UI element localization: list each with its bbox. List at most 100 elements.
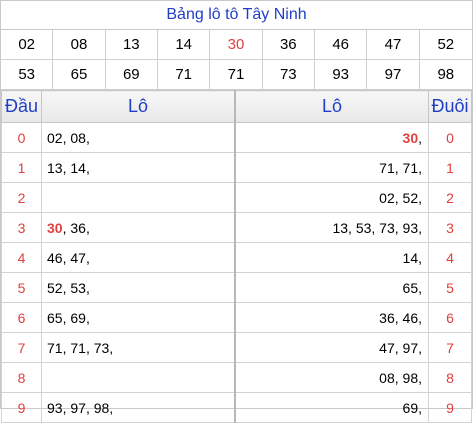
dau-cell: 5 — [1, 272, 42, 303]
title-bar: Bảng lô tô Tây Ninh — [1, 1, 472, 30]
lo-number: 65 — [47, 309, 63, 326]
duoi-cell: 9 — [428, 392, 472, 423]
lo-number: 46 — [402, 309, 419, 326]
duoi-cell: 3 — [428, 212, 472, 243]
result-number: 02 — [1, 30, 54, 60]
lo-left-cell: 93, 97, 98, — [41, 392, 236, 423]
result-number: 71 — [157, 60, 211, 90]
lo-left-cell: 65, 69, — [41, 302, 236, 333]
lo-number: 93 — [402, 219, 419, 236]
dau-cell: 9 — [1, 392, 42, 423]
lo-number: 30 — [47, 219, 63, 236]
lo-number: 97 — [70, 399, 86, 416]
lo-number: 71 — [47, 339, 63, 356]
table-row: 2 02, 52, 2 — [1, 182, 472, 213]
lo-number: 36 — [70, 219, 86, 236]
result-number: 97 — [367, 60, 420, 90]
dau-cell: 4 — [1, 242, 42, 273]
duoi-cell: 8 — [428, 362, 472, 393]
duoi-cell: 6 — [428, 302, 472, 333]
lo-number: 71 — [379, 159, 395, 176]
table-body: 0 02, 08, 30, 0 1 13, 14, 71, 71, 1 2 02, 52,… — [1, 122, 472, 423]
lo-number: 73 — [379, 219, 395, 236]
lo-number: 69 — [70, 309, 86, 326]
lo-left-cell: 02, 08, — [41, 122, 236, 153]
result-number: 53 — [1, 60, 54, 90]
result-number: 93 — [314, 60, 368, 90]
duoi-cell: 5 — [428, 272, 472, 303]
lo-left-cell: 30, 36, — [41, 212, 236, 243]
lo-number: 36 — [379, 309, 395, 326]
results-number-grid: 02 08 13 14 30 36 46 47 52 53 65 69 71 71 73 93 97 98 — [1, 30, 472, 90]
lo-number: 14 — [70, 159, 86, 176]
table-row: 7 71, 71, 73, 47, 97, 7 — [1, 332, 472, 363]
lo-right-cell: 13, 53, 73, 93, — [234, 212, 429, 243]
result-number: 30 — [210, 30, 263, 60]
dau-cell: 2 — [1, 182, 42, 213]
lo-number: 53 — [70, 279, 86, 296]
header-duoi: Đuôi — [428, 90, 472, 123]
table-row: 0 02, 08, 30, 0 — [1, 122, 472, 153]
lo-right-cell: 65, — [234, 272, 429, 303]
result-number: 73 — [262, 60, 315, 90]
lo-right-cell: 36, 46, — [234, 302, 429, 333]
lo-number: 52 — [402, 189, 419, 206]
lo-number: 97 — [402, 339, 419, 356]
lo-right-cell: 08, 98, — [234, 362, 429, 393]
table-row: 1 13, 14, 71, 71, 1 — [1, 152, 472, 183]
lo-number: 47 — [379, 339, 395, 356]
header-dau: Đầu — [1, 90, 42, 123]
result-number: 13 — [105, 30, 158, 60]
lo-left-cell: 13, 14, — [41, 152, 236, 183]
lo-number: 47 — [70, 249, 86, 266]
duoi-cell: 7 — [428, 332, 472, 363]
lo-number: 02 — [379, 189, 395, 206]
lo-right-cell: 02, 52, — [234, 182, 429, 213]
table-row: 3 30, 36, 13, 53, 73, 93, 3 — [1, 212, 472, 243]
dau-cell: 7 — [1, 332, 42, 363]
duoi-cell: 2 — [428, 182, 472, 213]
lo-right-cell: 47, 97, — [234, 332, 429, 363]
loto-table: Đầu Lô Lô Đuôi 0 02, 08, 30, 0 1 13, 14, 71… — [1, 90, 472, 423]
lo-number: 93 — [47, 399, 63, 416]
table-row: 5 52, 53, 65, 5 — [1, 272, 472, 303]
table-header-row: Đầu Lô Lô Đuôi — [1, 90, 472, 123]
lo-number: 71 — [402, 159, 419, 176]
dau-cell: 1 — [1, 152, 42, 183]
dau-cell: 3 — [1, 212, 42, 243]
lo-number: 71 — [70, 339, 86, 356]
table-row: 8 08, 98, 8 — [1, 362, 472, 393]
duoi-cell: 4 — [428, 242, 472, 273]
lo-left-cell: 71, 71, 73, — [41, 332, 236, 363]
lo-number: 65 — [402, 279, 419, 296]
dau-cell: 8 — [1, 362, 42, 393]
lo-right-cell: 30, — [234, 122, 429, 153]
table-row: 4 46, 47, 14, 4 — [1, 242, 472, 273]
header-lo-left: Lô — [41, 90, 236, 123]
duoi-cell: 1 — [428, 152, 472, 183]
result-number: 65 — [53, 60, 106, 90]
lo-number: 98 — [402, 369, 419, 386]
lo-number: 69 — [402, 399, 419, 416]
result-number: 08 — [53, 30, 106, 60]
lo-right-cell: 71, 71, — [234, 152, 429, 183]
lo-left-cell — [41, 362, 236, 393]
dau-cell: 0 — [1, 122, 42, 153]
result-number: 52 — [419, 30, 472, 60]
table-row: 9 93, 97, 98, 69, 9 — [1, 392, 472, 423]
result-number: 46 — [314, 30, 368, 60]
result-number: 47 — [367, 30, 420, 60]
dau-cell: 6 — [1, 302, 42, 333]
lo-right-cell: 14, — [234, 242, 429, 273]
lo-number: 53 — [355, 219, 372, 236]
lo-number: 02 — [47, 129, 63, 146]
result-number: 14 — [157, 30, 211, 60]
result-number: 98 — [419, 60, 472, 90]
lo-number: 98 — [93, 399, 110, 416]
lo-number: 30 — [402, 129, 419, 146]
result-number: 71 — [210, 60, 263, 90]
header-lo-right: Lô — [234, 90, 429, 123]
result-number: 69 — [105, 60, 158, 90]
lo-left-cell — [41, 182, 236, 213]
result-number: 36 — [262, 30, 315, 60]
